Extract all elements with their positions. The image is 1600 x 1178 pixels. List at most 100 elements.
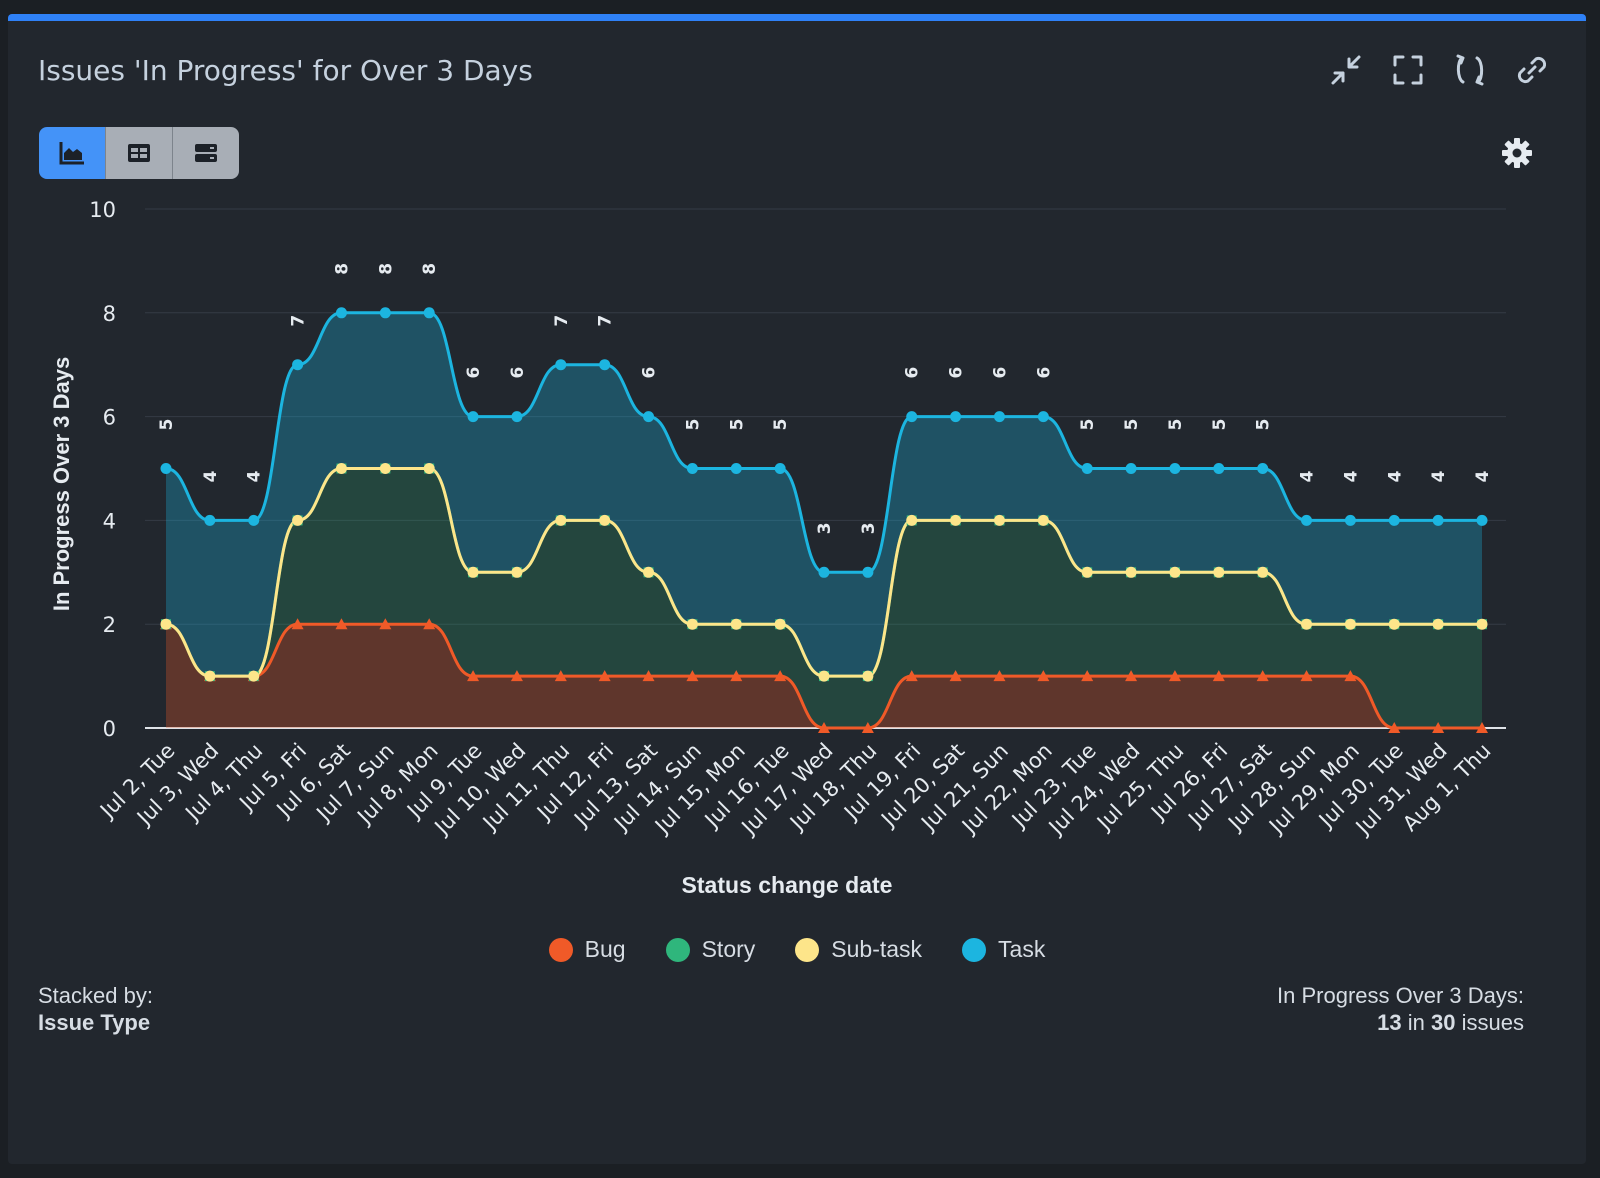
point-sub-task[interactable] xyxy=(686,618,698,630)
legend-item-sub-task[interactable]: Sub-task xyxy=(795,936,922,963)
point-task[interactable] xyxy=(467,411,479,423)
point-bug[interactable] xyxy=(554,670,567,682)
point-sub-task[interactable] xyxy=(248,670,260,682)
point-sub-task[interactable] xyxy=(1476,618,1488,630)
point-bug[interactable] xyxy=(291,618,304,630)
point-bug[interactable] xyxy=(993,670,1006,682)
point-bug[interactable] xyxy=(730,670,743,682)
legend-item-bug[interactable]: Bug xyxy=(548,936,626,963)
point-bug[interactable] xyxy=(774,670,787,682)
point-task[interactable] xyxy=(248,514,260,526)
point-sub-task[interactable] xyxy=(335,463,347,474)
point-bug[interactable] xyxy=(949,670,962,682)
point-bug[interactable] xyxy=(1081,670,1094,682)
point-task[interactable] xyxy=(1344,514,1356,526)
point-task[interactable] xyxy=(379,307,391,319)
point-task[interactable] xyxy=(818,566,830,578)
link-icon[interactable] xyxy=(1514,52,1550,88)
refresh-icon[interactable] xyxy=(1452,52,1488,88)
point-bug[interactable] xyxy=(686,670,699,682)
point-sub-task[interactable] xyxy=(379,463,391,474)
point-sub-task[interactable] xyxy=(1257,566,1269,578)
point-bug[interactable] xyxy=(1432,722,1445,733)
gear-icon[interactable] xyxy=(1500,136,1534,170)
point-sub-task[interactable] xyxy=(950,514,962,526)
point-sub-task[interactable] xyxy=(1213,566,1225,578)
point-sub-task[interactable] xyxy=(1432,618,1444,630)
point-task[interactable] xyxy=(1125,463,1137,474)
point-task[interactable] xyxy=(292,359,304,371)
point-sub-task[interactable] xyxy=(730,618,742,630)
point-bug[interactable] xyxy=(423,618,436,630)
point-sub-task[interactable] xyxy=(1125,566,1137,578)
point-task[interactable] xyxy=(1388,514,1400,526)
point-task[interactable] xyxy=(730,463,742,474)
point-sub-task[interactable] xyxy=(643,566,655,578)
point-task[interactable] xyxy=(1476,514,1488,526)
point-bug[interactable] xyxy=(905,670,918,682)
point-sub-task[interactable] xyxy=(555,514,567,526)
point-task[interactable] xyxy=(1257,463,1269,474)
point-bug[interactable] xyxy=(335,618,348,630)
point-bug[interactable] xyxy=(1125,670,1138,682)
point-sub-task[interactable] xyxy=(467,566,479,578)
point-sub-task[interactable] xyxy=(818,670,830,682)
point-task[interactable] xyxy=(1301,514,1313,526)
point-task[interactable] xyxy=(335,307,347,319)
point-task[interactable] xyxy=(511,411,523,423)
point-sub-task[interactable] xyxy=(1344,618,1356,630)
collapse-icon[interactable] xyxy=(1328,52,1364,88)
legend-item-story[interactable]: Story xyxy=(665,936,755,963)
point-sub-task[interactable] xyxy=(1169,566,1181,578)
point-sub-task[interactable] xyxy=(993,514,1005,526)
point-task[interactable] xyxy=(204,514,216,526)
table-view-button[interactable] xyxy=(106,127,173,179)
point-sub-task[interactable] xyxy=(160,618,172,630)
point-sub-task[interactable] xyxy=(204,670,216,682)
point-task[interactable] xyxy=(1169,463,1181,474)
point-bug[interactable] xyxy=(467,670,480,682)
point-bug[interactable] xyxy=(818,722,830,733)
point-task[interactable] xyxy=(774,463,786,474)
point-bug[interactable] xyxy=(1476,722,1488,733)
point-task[interactable] xyxy=(1037,411,1049,423)
point-task[interactable] xyxy=(1213,463,1225,474)
point-sub-task[interactable] xyxy=(423,463,435,474)
point-bug[interactable] xyxy=(1037,670,1050,682)
point-sub-task[interactable] xyxy=(1388,618,1400,630)
point-bug[interactable] xyxy=(598,670,611,682)
point-bug[interactable] xyxy=(379,618,392,630)
legend-item-task[interactable]: Task xyxy=(962,936,1045,963)
point-bug[interactable] xyxy=(1388,722,1401,733)
point-task[interactable] xyxy=(950,411,962,423)
point-bug[interactable] xyxy=(1168,670,1181,682)
point-task[interactable] xyxy=(555,359,567,371)
point-sub-task[interactable] xyxy=(599,514,611,526)
point-bug[interactable] xyxy=(861,722,874,733)
point-bug[interactable] xyxy=(1212,670,1225,682)
point-task[interactable] xyxy=(862,566,874,578)
point-sub-task[interactable] xyxy=(511,566,523,578)
point-task[interactable] xyxy=(686,463,698,474)
point-task[interactable] xyxy=(1081,463,1093,474)
point-sub-task[interactable] xyxy=(1037,514,1049,526)
point-sub-task[interactable] xyxy=(862,670,874,682)
point-sub-task[interactable] xyxy=(906,514,918,526)
point-bug[interactable] xyxy=(1256,670,1269,682)
point-task[interactable] xyxy=(599,359,611,371)
point-task[interactable] xyxy=(906,411,918,423)
point-task[interactable] xyxy=(423,307,435,319)
list-view-button[interactable] xyxy=(173,127,239,179)
point-bug[interactable] xyxy=(1300,670,1313,682)
fullscreen-icon[interactable] xyxy=(1390,52,1426,88)
point-sub-task[interactable] xyxy=(774,618,786,630)
point-sub-task[interactable] xyxy=(1301,618,1313,630)
point-task[interactable] xyxy=(643,411,655,423)
point-sub-task[interactable] xyxy=(292,514,304,526)
chart-view-button[interactable] xyxy=(39,127,106,179)
point-task[interactable] xyxy=(993,411,1005,423)
point-bug[interactable] xyxy=(510,670,523,682)
point-bug[interactable] xyxy=(642,670,655,682)
point-bug[interactable] xyxy=(1344,670,1357,682)
point-sub-task[interactable] xyxy=(1081,566,1093,578)
